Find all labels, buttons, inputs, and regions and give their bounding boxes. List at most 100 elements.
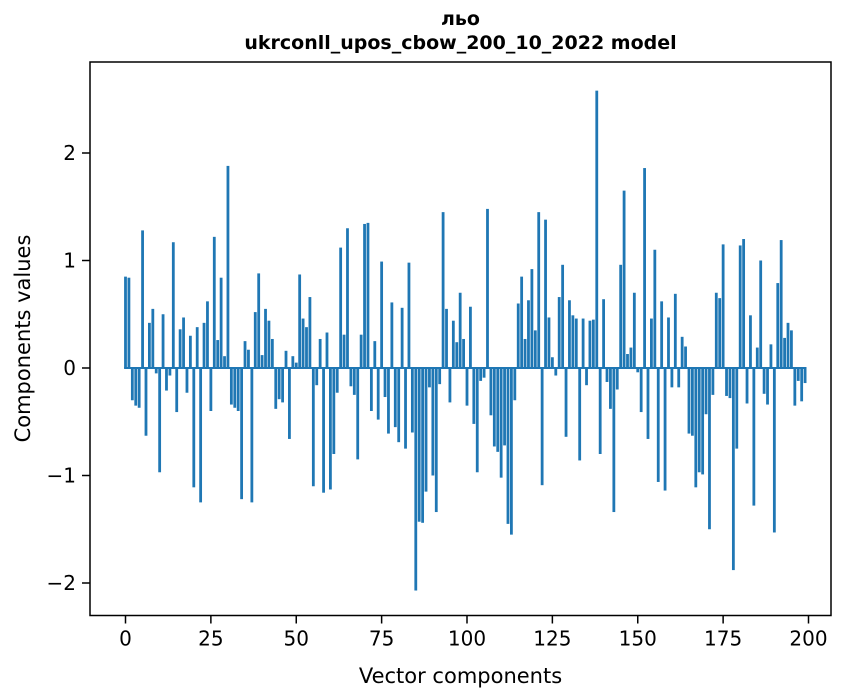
bar: [400, 307, 404, 368]
bar: [144, 368, 148, 436]
bar: [609, 368, 612, 409]
bar: [472, 368, 476, 424]
bar: [530, 269, 534, 368]
bar: [499, 368, 503, 478]
bar: [455, 342, 459, 368]
x-tick-label: 25: [198, 627, 223, 651]
bar: [660, 301, 664, 368]
bar: [417, 368, 421, 522]
bar: [537, 212, 541, 369]
bar: [311, 368, 315, 487]
bar: [605, 368, 609, 382]
bar: [315, 368, 319, 386]
bar: [428, 368, 431, 388]
plot-title-model: ukrconll_upos_cbow_200_10_2022 model: [244, 32, 676, 54]
bar: [356, 368, 360, 460]
bar: [489, 368, 493, 416]
bar: [199, 368, 203, 503]
bar: [728, 368, 732, 399]
bar: [677, 368, 681, 388]
bar: [557, 297, 561, 368]
x-tick-label: 175: [704, 627, 742, 651]
bar: [165, 368, 168, 391]
bar: [346, 228, 349, 368]
bar: [339, 247, 343, 368]
bar: [752, 368, 756, 506]
bar: [486, 208, 489, 368]
bar: [670, 368, 674, 388]
bar: [632, 292, 636, 368]
bar: [588, 320, 592, 368]
bar: [188, 335, 192, 368]
bar: [380, 261, 384, 368]
bar: [359, 334, 363, 369]
bar: [438, 368, 442, 385]
plot-title-word: льо: [441, 8, 480, 30]
bars-series: [124, 90, 807, 591]
bar: [448, 368, 452, 403]
bar: [137, 368, 141, 408]
bar: [731, 368, 735, 571]
bar: [704, 368, 708, 415]
bar: [492, 368, 496, 447]
bar: [291, 356, 295, 368]
bar: [800, 368, 804, 402]
bar: [533, 330, 537, 369]
bar: [568, 300, 571, 368]
bar: [318, 338, 322, 369]
bar: [168, 368, 172, 376]
bar: [790, 330, 793, 369]
x-tick-label: 75: [369, 627, 394, 651]
bar: [721, 244, 725, 368]
y-axis-label: Components values: [11, 235, 35, 443]
bar: [407, 262, 411, 368]
bar: [130, 368, 134, 401]
bar: [414, 368, 418, 591]
bar: [680, 336, 684, 368]
zero-baseline: [124, 367, 807, 369]
bar: [639, 368, 643, 413]
bar: [431, 368, 435, 476]
bar: [451, 320, 455, 368]
bar: [779, 240, 783, 368]
bar: [479, 368, 483, 381]
bar: [745, 368, 749, 404]
bar: [325, 332, 329, 368]
bar: [708, 368, 711, 530]
bar: [369, 368, 373, 411]
bar: [714, 292, 718, 368]
bar: [301, 318, 305, 368]
y-axis-ticks: −2 −1 0 1 2: [47, 141, 90, 595]
bar: [755, 347, 759, 368]
bar: [462, 338, 465, 369]
bar: [772, 368, 776, 533]
bar: [612, 368, 616, 513]
bar: [793, 368, 797, 406]
bar: [322, 368, 325, 493]
bar: [284, 350, 288, 368]
x-axis-ticks: 0 25 50 75 100 125 150 175 200: [119, 615, 828, 651]
bar: [643, 168, 646, 368]
bar: [329, 368, 332, 490]
bar: [161, 314, 165, 368]
x-tick-label: 0: [119, 627, 132, 651]
bar: [636, 368, 640, 373]
bar: [482, 368, 486, 378]
bar: [506, 368, 510, 524]
bar: [735, 368, 739, 449]
bar: [250, 368, 254, 503]
bar: [749, 315, 752, 368]
bar: [520, 276, 524, 369]
bar: [697, 368, 701, 473]
bar: [305, 327, 308, 368]
bar: [571, 315, 575, 368]
bar: [711, 368, 715, 395]
bar: [650, 318, 653, 368]
bar: [783, 337, 786, 368]
bar: [776, 283, 780, 368]
bar: [223, 356, 226, 368]
bar: [701, 368, 705, 475]
bar: [267, 320, 271, 368]
bar: [178, 329, 182, 368]
bar: [383, 368, 387, 398]
